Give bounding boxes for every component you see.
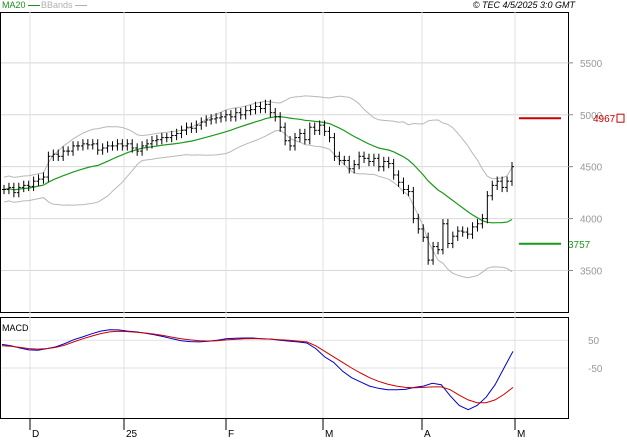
x-tick-label: D <box>32 429 39 440</box>
x-tick-label: M <box>517 429 525 440</box>
x-tick-label: M <box>325 429 333 440</box>
x-tick-label: F <box>228 429 234 440</box>
macd-line <box>1 329 514 411</box>
legend-bbands: BBands <box>41 0 90 11</box>
y-tick-label: 4500 <box>580 163 603 174</box>
macd-y-tick-label: -50 <box>588 364 603 375</box>
bband-lower <box>3 129 513 279</box>
y-tick-label: 5000 <box>580 111 603 122</box>
macd-panel-title: MACD <box>2 323 29 333</box>
level-label: 3757 <box>568 240 591 251</box>
macd-y-tick-label: 50 <box>588 336 600 347</box>
legend-bbands-swatch <box>74 5 87 7</box>
x-tick-label: A <box>424 429 431 440</box>
y-tick-label: 5500 <box>580 59 603 70</box>
bband-upper <box>3 95 513 180</box>
legend-ma20: MA20 <box>2 0 43 11</box>
legend-bbands-label: BBands <box>41 0 73 10</box>
copyright-stamp: © TEC 4/5/2025 3:0 GMT <box>472 0 575 10</box>
level-label: 4967 <box>593 114 616 125</box>
macd-signal-line <box>1 330 514 404</box>
y-tick-label: 3500 <box>580 266 603 277</box>
y-tick-label: 4000 <box>580 215 603 226</box>
macd-panel-frame <box>0 317 569 419</box>
legend-ma20-swatch <box>27 5 40 7</box>
x-tick-label: 25 <box>126 429 138 440</box>
level-marker <box>616 113 625 123</box>
price-panel-frame <box>0 12 569 313</box>
ma20-line <box>3 115 513 224</box>
legend-ma20-label: MA20 <box>2 0 26 10</box>
